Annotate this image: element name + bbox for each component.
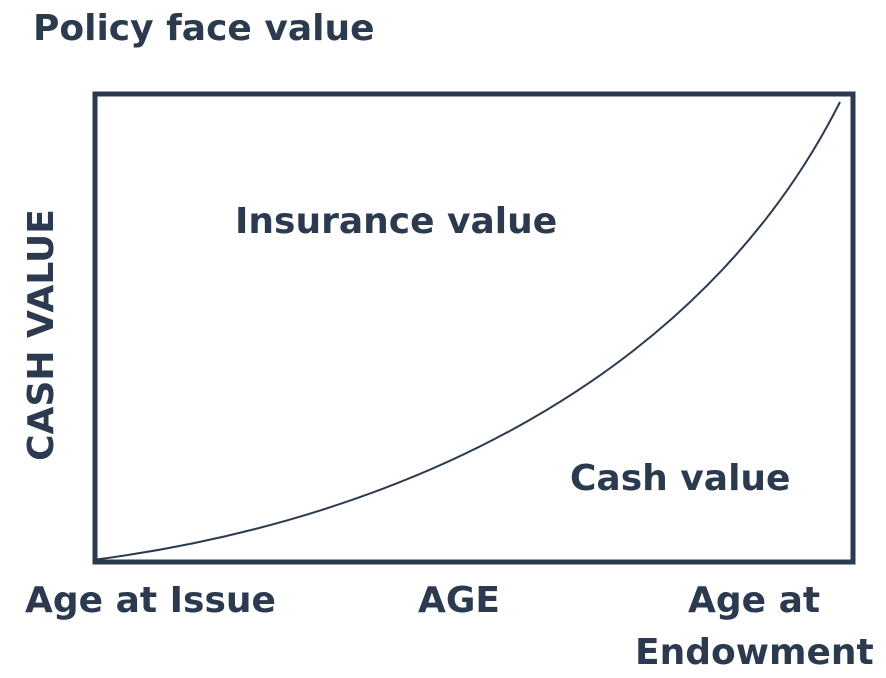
chart-frame: [92, 91, 856, 565]
x-start-label: Age at Issue: [25, 580, 276, 621]
cash-value-label: Cash value: [570, 458, 791, 499]
insurance-value-label: Insurance value: [235, 201, 558, 242]
x-end-label-line2: Endowment: [635, 632, 874, 673]
x-end-label-line1: Age at: [688, 580, 821, 621]
x-axis-label: AGE: [418, 580, 501, 621]
cash-value-curve: [92, 101, 841, 561]
y-axis-label: CASH VALUE: [21, 209, 62, 461]
policy-face-value-label: Policy face value: [33, 8, 375, 49]
